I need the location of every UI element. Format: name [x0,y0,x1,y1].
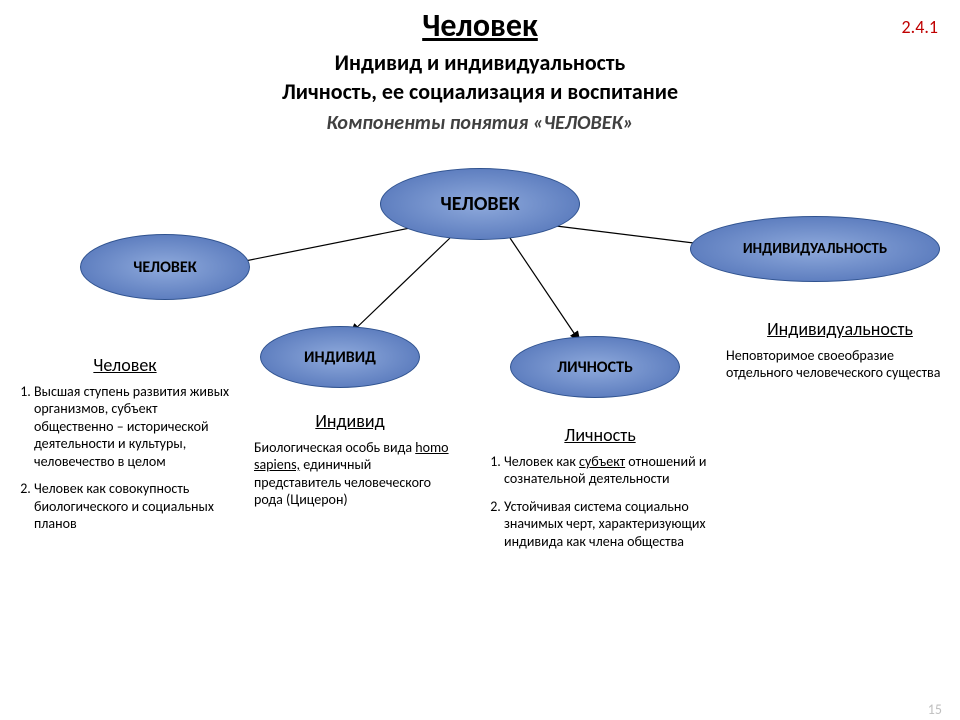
slide-number: 15 [928,701,942,718]
page-number: 2.4.1 [902,16,938,38]
section-title: Компоненты понятия «ЧЕЛОВЕК» [0,111,960,135]
node-right: ИНДИВИДУАЛЬНОСТЬ [690,216,940,282]
desc-lichnost: Личность Человек как субъект отношений и… [480,424,720,560]
desc-human-item: Высшая ступень развития живых организмов… [34,383,240,471]
desc-individ-title: Индивид [240,410,460,433]
node-root: ЧЕЛОВЕК [380,168,580,240]
desc-human: Человек Высшая ступень развития живых ор… [10,354,240,543]
desc-lichnost-item: Человек как субъект отношений и сознател… [504,453,720,488]
desc-lichnost-title: Личность [480,424,720,447]
desc-individ-text: Биологическая особь вида homo sapiens, е… [240,439,460,509]
page-title: Человек [0,6,960,45]
desc-human-item: Человек как совокупность биологического … [34,480,240,533]
subtitle-2: Личность, ее социализация и воспитание [0,78,960,105]
desc-individualnost: Индивидуальность Неповторимое своеобрази… [720,318,960,382]
node-mid2: ЛИЧНОСТЬ [510,336,680,398]
desc-lichnost-item: Устойчивая система социально значимых че… [504,498,720,551]
node-left: ЧЕЛОВЕК [80,234,250,300]
subtitle-1: Индивид и индивидуальность [0,49,960,76]
desc-human-title: Человек [10,354,240,377]
desc-individualnost-text: Неповторимое своеобразие отдельного чело… [720,347,960,382]
node-mid1: ИНДИВИД [260,326,420,388]
desc-individ: Индивид Биологическая особь вида homo sa… [240,410,460,509]
desc-individualnost-title: Индивидуальность [720,318,960,341]
